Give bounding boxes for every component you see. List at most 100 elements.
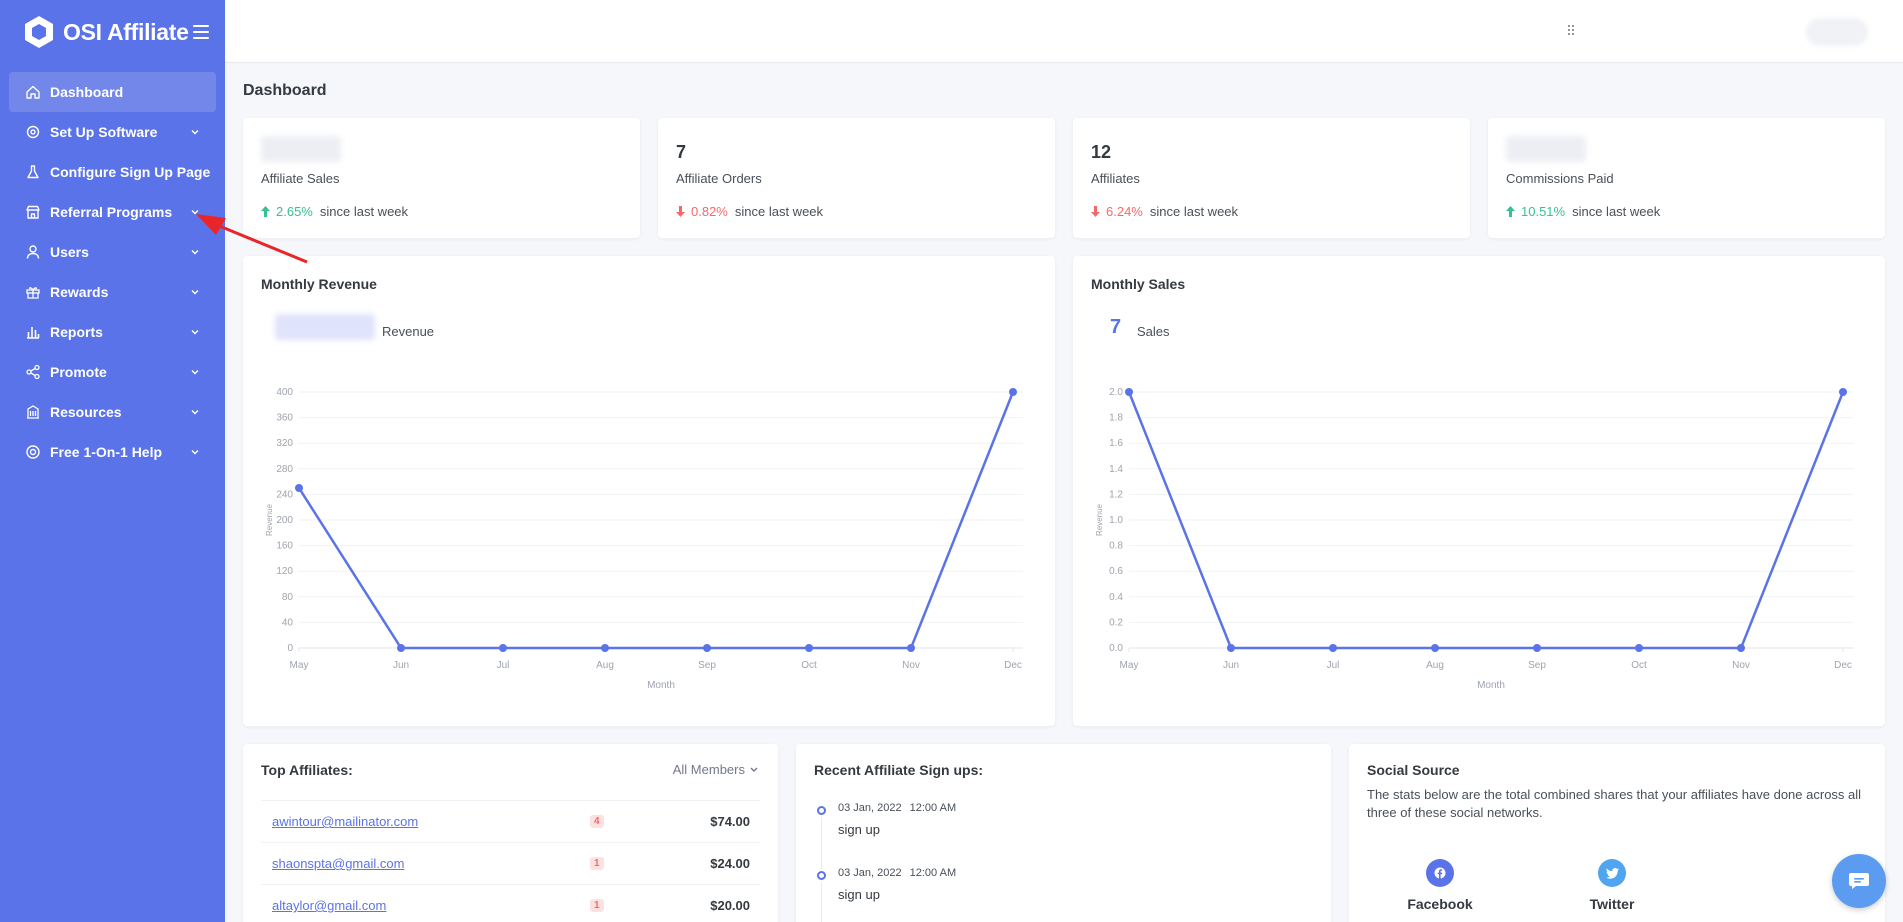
stat-trend: 6.24% since last week [1091, 204, 1238, 219]
amount: $74.00 [710, 814, 750, 829]
x-tick-label: Sep [698, 660, 716, 671]
y-tick-label: 1.8 [1109, 413, 1123, 424]
y-tick-label: 0 [287, 643, 293, 654]
sidebar-item-label: Referral Programs [50, 204, 173, 220]
social-name: Twitter [1589, 896, 1635, 912]
data-point [1635, 644, 1643, 652]
blurred-value [1506, 136, 1586, 162]
menu-toggle-button[interactable] [193, 25, 209, 39]
section-title: Top Affiliates: [261, 762, 353, 778]
logo-icon [25, 16, 53, 48]
chart-title: Monthly Revenue [261, 276, 377, 292]
amount: $20.00 [710, 898, 750, 913]
x-tick-label: Nov [1732, 660, 1750, 671]
monthly-sales-card: Monthly Sales 7 Sales 0.0 0.2 0.4 0.6 0.8 1.0… [1073, 256, 1885, 726]
y-axis-title: Revenue [265, 503, 274, 536]
sidebar-item-rewards[interactable]: Rewards [9, 272, 216, 312]
sidebar-item-configure-sign-up-page[interactable]: Configure Sign Up Page [9, 152, 216, 192]
chevron-down-icon [191, 330, 199, 335]
sidebar-item-resources[interactable]: Resources [9, 392, 216, 432]
user-profile-menu[interactable] [1806, 18, 1868, 46]
blurred-value [275, 314, 375, 340]
summary-label: Sales [1137, 324, 1170, 339]
timeline-line [821, 882, 822, 922]
social-twitter[interactable]: Twitter [1567, 859, 1657, 912]
sidebar-item-label: Users [50, 244, 89, 260]
y-tick-label: 160 [276, 541, 293, 552]
sidebar-item-free-1-on-1-help[interactable]: Free 1-On-1 Help [9, 432, 216, 472]
y-tick-label: 280 [276, 464, 293, 475]
data-point [397, 644, 405, 652]
affiliate-email-link[interactable]: awintour@mailinator.com [272, 814, 419, 829]
data-point [703, 644, 711, 652]
recent-signups-card: Recent Affiliate Sign ups: 03 Jan, 2022 1… [796, 744, 1331, 922]
data-point [1839, 388, 1847, 396]
affiliate-email-link[interactable]: altaylor@gmail.com [272, 898, 387, 913]
chevron-down-icon [191, 250, 199, 255]
x-axis-title: Month [1477, 680, 1505, 691]
data-point [1227, 644, 1235, 652]
x-tick-label: Oct [1631, 660, 1647, 671]
x-tick-label: Sep [1528, 660, 1546, 671]
sidebar-item-set-up-software[interactable]: Set Up Software [9, 112, 216, 152]
list-item: 03 Jan, 2022 12:00 AM sign up [814, 802, 956, 869]
summary-value: 7 [1110, 316, 1122, 338]
sidebar-item-dashboard[interactable]: Dashboard [9, 72, 216, 112]
social-source-card: Social Source The stats below are the to… [1349, 744, 1885, 922]
sidebar-item-users[interactable]: Users [9, 232, 216, 272]
timeline-dot-icon [817, 806, 826, 815]
stat-value: 12 [1091, 142, 1112, 162]
table-row: altaylor@gmail.com 1 $20.00 [261, 884, 760, 922]
members-filter-dropdown[interactable]: All Members [673, 762, 758, 777]
table-row: shaonspta@gmail.com 1 $24.00 [261, 842, 760, 884]
sidebar: OSI Affiliate Dashboard Set Up Software Co… [0, 0, 225, 922]
building-icon [27, 405, 39, 419]
share-icon [26, 364, 40, 380]
stat-label: Affiliate Sales [261, 171, 340, 186]
bar-chart-icon [27, 327, 40, 339]
affiliate-email-link[interactable]: shaonspta@gmail.com [272, 856, 405, 871]
series-line [1127, 391, 1845, 650]
social-facebook[interactable]: Facebook [1395, 859, 1485, 912]
store-icon [26, 205, 40, 219]
brand-name: OSI Affiliate [63, 18, 189, 45]
data-point [1329, 644, 1337, 652]
stat-trend: 2.65% since last week [261, 204, 408, 219]
data-point [907, 644, 915, 652]
sidebar-item-label: Rewards [50, 284, 109, 300]
stat-card-commissions-paid: Commissions Paid 10.51% since last week [1488, 118, 1885, 238]
stat-trend: 0.82% since last week [676, 204, 823, 219]
stat-since: since last week [1149, 204, 1239, 219]
arrow-up-icon [1506, 206, 1515, 217]
arrow-down-icon [676, 206, 685, 217]
sidebar-item-reports[interactable]: Reports [9, 312, 216, 352]
stat-since: since last week [1572, 204, 1661, 219]
y-tick-label: 80 [282, 592, 294, 603]
chevron-down-icon [750, 767, 758, 772]
x-tick-label: Dec [1834, 660, 1852, 671]
y-tick-label: 200 [276, 515, 293, 526]
top-affiliates-card: Top Affiliates: All Members awintour@mai… [243, 744, 778, 922]
chat-button[interactable] [1832, 854, 1886, 908]
stat-label: Affiliates [1091, 171, 1140, 186]
sidebar-item-label: Configure Sign Up Page [50, 164, 211, 180]
chevron-down-icon [191, 370, 199, 375]
stat-card-affiliate-sales: Affiliate Sales 2.65% since last week [243, 118, 640, 238]
stat-card-affiliates: 12 Affiliates 6.24% since last week [1073, 118, 1470, 238]
x-tick-label: Jun [1223, 660, 1239, 671]
count-badge: 1 [590, 899, 604, 912]
sidebar-item-promote[interactable]: Promote [9, 352, 216, 392]
stat-since: since last week [734, 204, 824, 219]
sidebar-item-referral-programs[interactable]: Referral Programs [9, 192, 216, 232]
chat-icon [1849, 873, 1869, 889]
chart-title: Monthly Sales [1091, 276, 1186, 292]
apps-grid-icon[interactable] [1567, 24, 1577, 38]
x-tick-label: May [1120, 660, 1139, 671]
count-badge: 4 [590, 815, 604, 828]
y-tick-label: 360 [276, 413, 293, 424]
section-title: Recent Affiliate Sign ups: [814, 762, 984, 778]
data-point [1009, 388, 1017, 396]
x-tick-label: May [290, 660, 309, 671]
data-point [1533, 644, 1541, 652]
x-tick-label: Aug [1426, 660, 1444, 671]
